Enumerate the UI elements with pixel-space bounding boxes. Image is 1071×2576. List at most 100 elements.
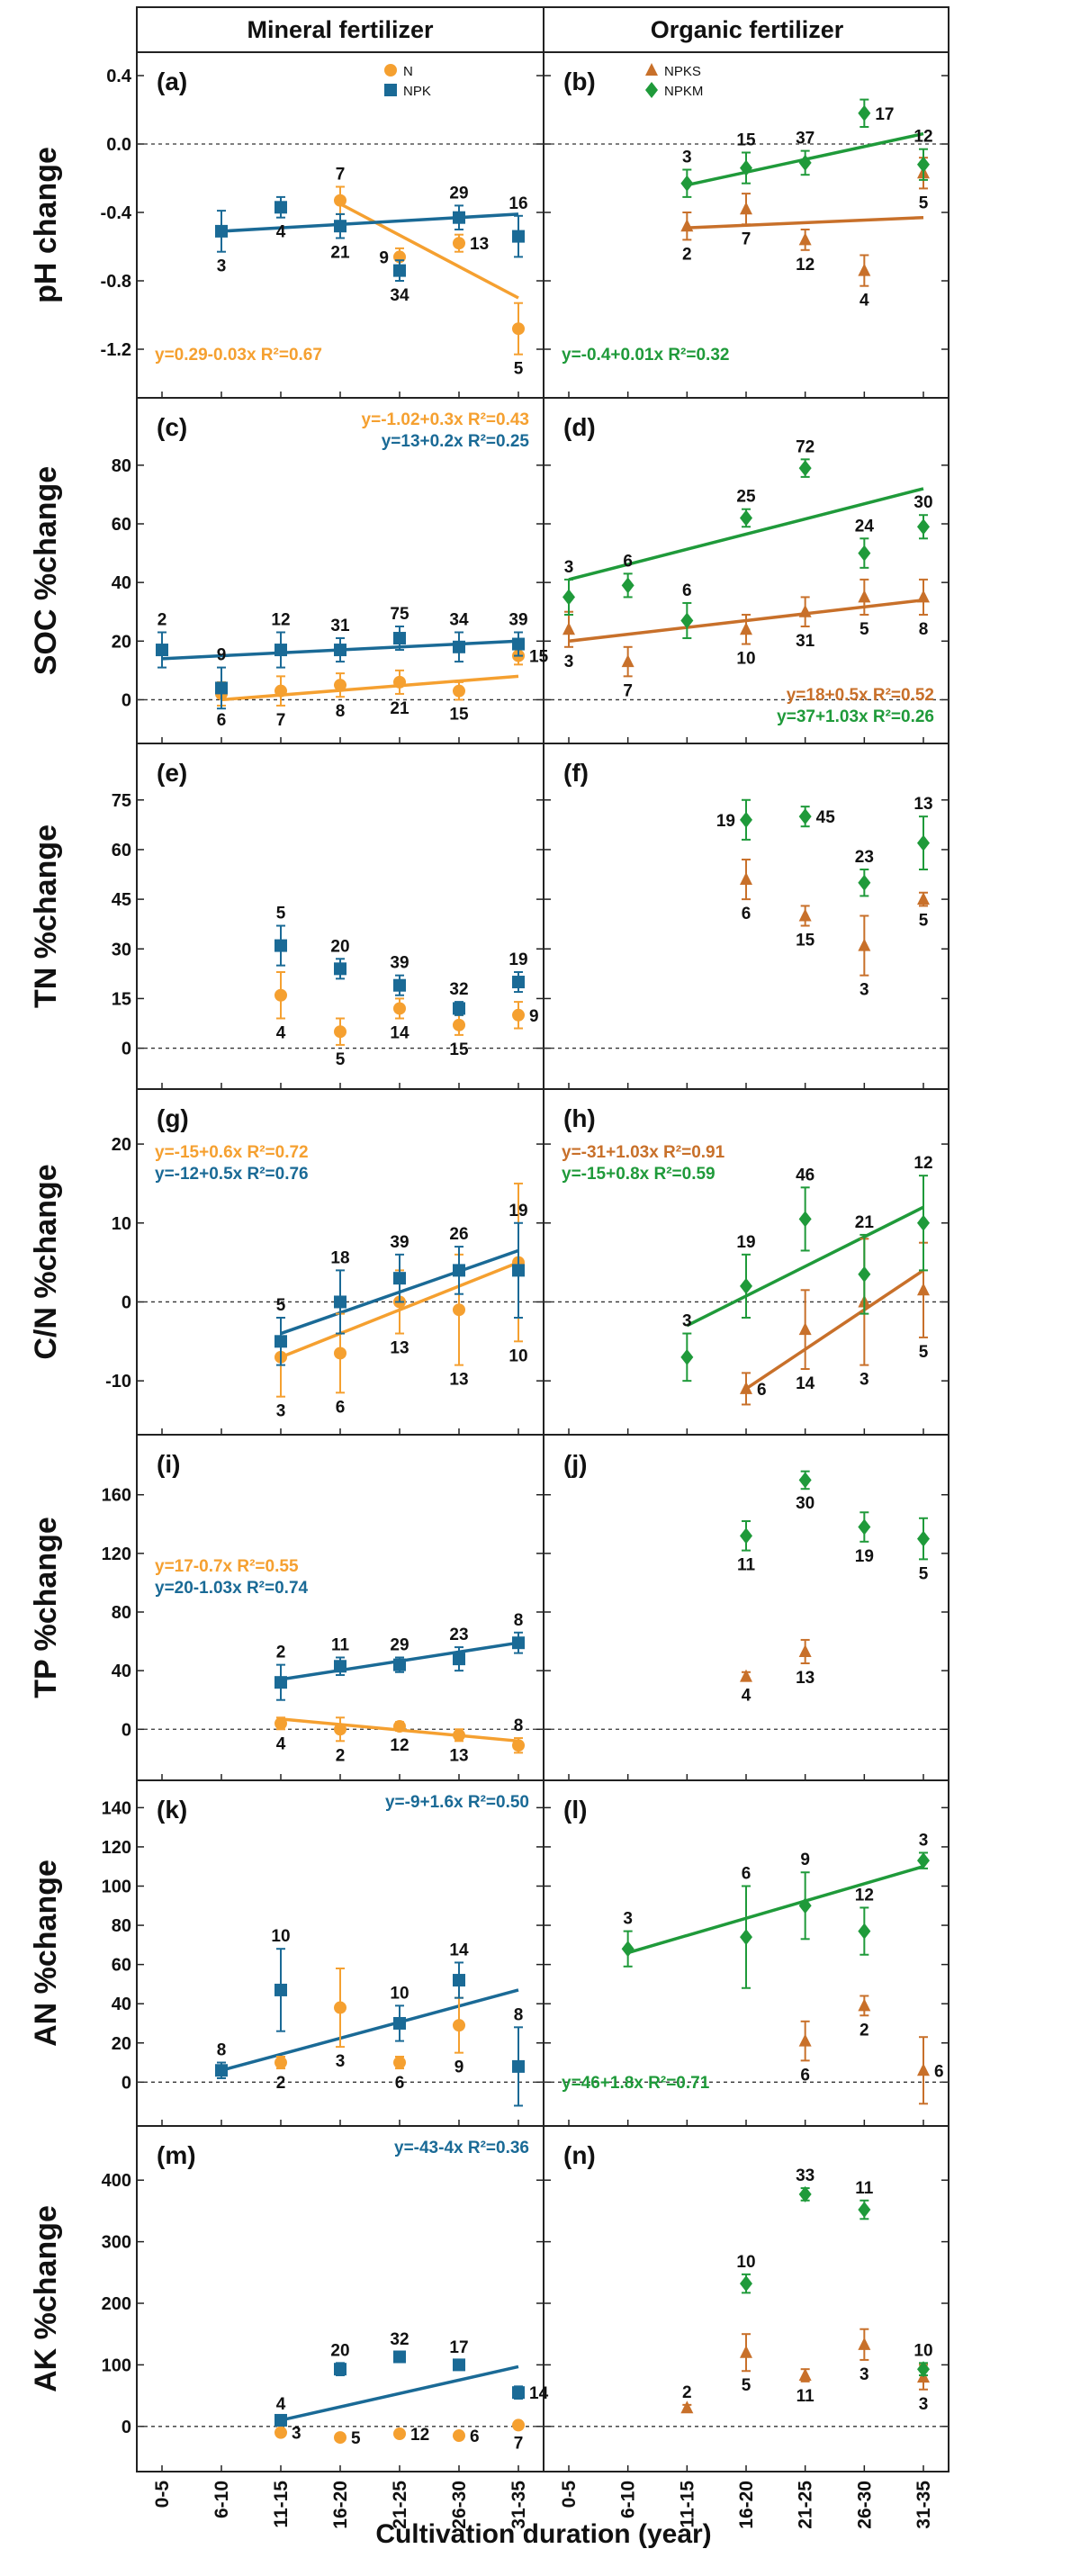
- sample-size-label: 6: [800, 2066, 810, 2085]
- sample-size-label: 5: [919, 1564, 929, 1583]
- sample-size-label: 13: [796, 1669, 814, 1688]
- marker-circle: [512, 322, 525, 336]
- sample-size-label: 13: [390, 1339, 409, 1358]
- marker-diamond: [917, 834, 930, 851]
- y-tick-label: 80: [112, 1916, 131, 1936]
- marker-circle: [453, 2429, 465, 2443]
- fit-line-npkm: [627, 1865, 924, 1955]
- x-tick-label: 21-25: [796, 2481, 816, 2529]
- marker-circle: [334, 1723, 346, 1736]
- y-tick-label: 0: [122, 2418, 131, 2437]
- sample-size-label: 3: [564, 558, 574, 577]
- fit-line-npkm: [686, 1205, 924, 1328]
- sample-size-label: 11: [796, 2387, 815, 2406]
- y-tick-label: 0: [122, 1293, 131, 1312]
- sample-size-label: 13: [914, 795, 932, 814]
- marker-circle: [334, 679, 346, 692]
- sample-size-label: 14: [529, 2384, 549, 2403]
- sample-size-label: 12: [855, 1886, 874, 1905]
- y-tick-label: 20: [112, 2034, 131, 2054]
- regression-equation: y=13+0.2x R²=0.25: [382, 432, 530, 451]
- marker-diamond: [917, 1530, 930, 1547]
- regression-equation: y=20-1.03x R²=0.74: [155, 1579, 309, 1598]
- marker-diamond: [917, 1852, 930, 1869]
- marker-square: [334, 1295, 346, 1309]
- fit-line-n: [339, 202, 519, 300]
- x-tick-label: 11-15: [677, 2481, 698, 2528]
- y-tick-label: 0.4: [106, 67, 132, 86]
- marker-square: [453, 211, 465, 224]
- y-tick-label: 40: [112, 573, 131, 593]
- panel-m: (m) 0 100 200 300 400 AK %change 3 5 12 6 7 4 20 32 17 1…: [29, 2139, 549, 2472]
- marker-square: [393, 1272, 406, 1285]
- sample-size-label: 11: [737, 1556, 756, 1575]
- y-tick-label: -0.4: [101, 203, 132, 223]
- marker-square: [512, 1636, 525, 1650]
- marker-diamond: [858, 1518, 871, 1536]
- marker-triangle: [798, 2368, 812, 2382]
- legend-label-npks: NPKS: [664, 64, 701, 79]
- panel-label: (k): [157, 1796, 187, 1824]
- sample-size-label: 12: [410, 2426, 429, 2445]
- sample-size-label: 3: [217, 257, 227, 276]
- series-n: 2 3 6 9: [274, 1967, 465, 2093]
- marker-circle: [334, 2001, 346, 2014]
- y-axis-title: pH change: [29, 147, 63, 303]
- panel-j: (j) 4 13 11 30 19 5: [544, 1450, 949, 1780]
- sample-size-label: 3: [623, 1910, 633, 1929]
- y-tick-label: 60: [112, 1956, 131, 1976]
- sample-size-label: 10: [508, 1347, 527, 1365]
- sample-size-label: 6: [395, 2074, 405, 2093]
- marker-square: [274, 1676, 287, 1689]
- panel-k: (k) 0 20 40 60 80 100 120 140 AN %change 2 3 6 9 8 10 10…: [29, 1793, 544, 2126]
- marker-circle: [274, 1716, 287, 1730]
- marker-triangle: [858, 263, 871, 276]
- marker-square: [453, 1653, 465, 1666]
- sample-size-label: 9: [217, 646, 227, 665]
- y-tick-label: -10: [105, 1372, 131, 1392]
- sample-size-label: 34: [449, 611, 469, 630]
- series-npk: 4 20 32 17 14: [274, 2330, 549, 2427]
- sample-size-label: 6: [470, 2427, 480, 2446]
- marker-triangle: [917, 2063, 930, 2076]
- marker-circle: [393, 2056, 406, 2069]
- marker-square: [393, 978, 406, 992]
- marker-square: [512, 230, 525, 243]
- sample-size-label: 6: [623, 552, 633, 571]
- y-axis-title: AK %change: [29, 2205, 63, 2392]
- marker-circle: [512, 1739, 525, 1752]
- sample-size-label: 7: [742, 230, 752, 248]
- sample-size-label: 2: [860, 2021, 869, 2040]
- marker-square: [156, 644, 168, 657]
- marker-square: [334, 962, 346, 976]
- marker-square: [274, 1335, 287, 1348]
- col-header-organic: Organic fertilizer: [651, 16, 844, 43]
- marker-circle: [453, 237, 465, 250]
- sample-size-label: 21: [855, 1213, 875, 1232]
- y-tick-label: -0.8: [101, 272, 131, 292]
- fit-line-npk: [220, 212, 519, 233]
- marker-triangle: [798, 1322, 812, 1336]
- y-tick-label: 160: [102, 1486, 131, 1506]
- y-tick-label: 0.0: [106, 135, 131, 155]
- sample-size-label: 5: [919, 911, 929, 930]
- x-tick-label: 26-30: [854, 2481, 875, 2529]
- marker-square: [453, 1264, 465, 1277]
- marker-diamond: [798, 808, 812, 825]
- marker-triangle: [645, 63, 658, 76]
- sample-size-label: 2: [682, 2383, 692, 2402]
- sample-size-label: 31: [796, 632, 815, 651]
- marker-diamond: [798, 2185, 812, 2202]
- y-tick-label: 200: [102, 2294, 131, 2314]
- sample-size-label: 3: [276, 1402, 286, 1421]
- sample-size-label: 7: [336, 166, 346, 185]
- sample-size-label: 12: [390, 1736, 409, 1755]
- sample-size-label: 15: [449, 705, 469, 724]
- marker-square: [393, 632, 406, 645]
- sample-size-label: 17: [875, 105, 894, 124]
- sample-size-label: 72: [796, 437, 814, 456]
- marker-circle: [274, 988, 287, 1002]
- sample-size-label: 2: [276, 1644, 286, 1662]
- panel-g: (g) -10 0 10 20 C/N %change 3 6 13 13 10 5 18 39 26 19 y…: [29, 1104, 544, 1435]
